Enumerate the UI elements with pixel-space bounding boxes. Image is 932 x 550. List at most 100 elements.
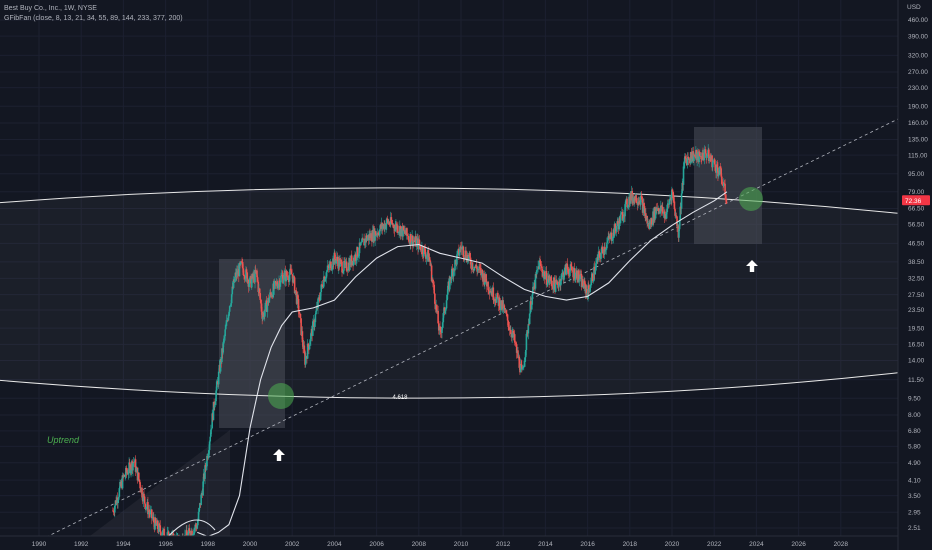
candle-body [344,262,347,265]
candle-body [554,279,557,292]
candle-body [238,263,241,277]
candle-body [720,168,722,177]
candle-body [223,338,225,343]
candle-body [125,467,128,473]
candle-body [530,304,533,310]
x-tick-label: 1992 [74,541,89,548]
candle-body [682,166,685,185]
candle-body [223,336,226,339]
candle-body [421,246,424,255]
candle-body [117,496,120,500]
candle-body [671,189,674,192]
candle-body [260,299,262,304]
candle-body [643,206,646,216]
candle-body [678,229,680,238]
candle-body [691,158,693,162]
candle-body [142,493,145,502]
candle-body [228,311,230,315]
candle-body [454,260,456,271]
candle-body [708,149,710,162]
candle-body [224,329,226,337]
indicator-label[interactable]: GFibFan (close, 8, 13, 21, 34, 55, 89, 1… [4,15,183,22]
candle-body [536,269,539,271]
candle-body [204,465,206,479]
candle-body [210,429,212,437]
candle-body [724,195,727,200]
candle-body [587,285,589,299]
candle-body [558,282,560,288]
candle-body [602,249,604,254]
candle-body [605,248,608,250]
candle-body [694,155,697,156]
candle-body [326,265,329,270]
candle-body [269,292,272,294]
candle-body [434,293,436,304]
candle-body [249,277,251,284]
candle-body [357,256,360,257]
candle-body [213,401,215,408]
last-price-tag [902,195,930,206]
chart-title[interactable]: Best Buy Co., Inc., 1W, NYSE [4,5,97,12]
candle-body [309,341,312,345]
candle-body [360,242,362,246]
candle-body [423,247,425,257]
candle-body [242,268,245,276]
candle-body [192,534,195,536]
candle-body [139,482,141,489]
candle-body [410,234,412,245]
candle-body [502,300,504,310]
candle-body [724,183,726,196]
candle-body [698,152,700,163]
candle-body [534,274,537,289]
candle-body [574,278,576,280]
candle-body [721,176,723,184]
candle-body [356,247,359,257]
candle-body [151,518,154,519]
candle-body [208,449,210,454]
candle-body [148,510,151,513]
candle-body [227,314,230,321]
candle-body [188,528,191,531]
candle-body [539,262,542,267]
candle-body [587,285,590,290]
uptrend-label: Uptrend [47,435,80,445]
candle-body [563,267,566,276]
candle-body [406,234,409,236]
candle-body [548,275,550,283]
y-tick-label: 270.00 [908,69,928,76]
x-tick-label: 2016 [580,541,595,548]
candle-body [499,307,502,311]
candle-body [711,161,714,168]
candle-body [574,272,577,279]
candle-body [635,195,637,203]
candle-body [213,404,216,408]
candle-body [424,248,426,255]
candle-body [245,269,247,279]
candle-body [291,274,293,275]
candle-body [219,358,222,372]
candle-body [494,298,497,302]
candle-body [495,297,498,303]
candle-body [507,320,510,327]
candle-body [241,262,244,269]
candle-body [622,218,624,221]
candle-body [152,516,155,523]
candle-body [690,152,693,162]
candle-body [215,390,217,402]
candle-body [243,275,245,276]
candle-body [545,271,548,285]
candle-body [573,268,576,280]
candle-body [355,260,358,261]
candle-body [303,345,306,354]
candle-body [211,413,213,429]
candle-body [578,270,580,281]
candle-body [124,476,126,477]
candle-body [330,261,332,271]
candle-body [394,226,397,231]
candle-body [336,256,339,262]
y-tick-label: 95.00 [908,171,925,178]
candle-body [166,532,169,536]
candle-body [556,281,559,285]
candle-body [117,499,119,503]
